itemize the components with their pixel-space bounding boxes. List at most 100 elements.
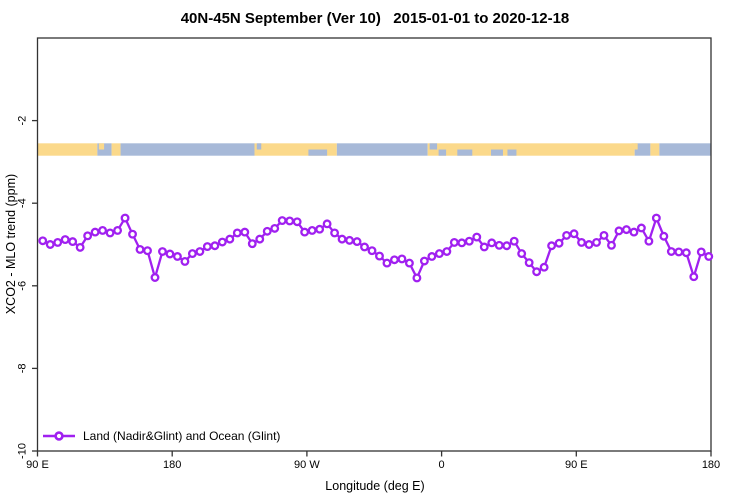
data-point-marker: [247, 239, 257, 249]
data-point-marker: [150, 273, 160, 282]
data-point-marker: [412, 273, 422, 283]
x-tick-label: 90 E: [565, 459, 588, 471]
x-axis-title: Longitude (deg E): [325, 479, 425, 493]
x-tick-label: 180: [163, 459, 181, 471]
data-point-marker: [614, 226, 624, 236]
data-point-marker: [113, 226, 123, 235]
data-point-marker: [128, 229, 137, 239]
data-point-marker: [292, 217, 302, 227]
map-band-segment-land: [650, 143, 660, 156]
data-point-marker: [217, 237, 227, 247]
y-tick-label: -2: [17, 116, 29, 126]
data-point-marker: [300, 227, 310, 237]
data-point-marker: [75, 242, 85, 252]
data-point-marker: [547, 241, 557, 251]
data-point-marker: [666, 247, 676, 256]
data-point-marker: [494, 240, 504, 250]
data-point-marker: [659, 231, 669, 241]
data-point-marker: [202, 242, 212, 252]
data-point-marker: [277, 216, 287, 225]
map-band-segment-ocean: [634, 143, 651, 156]
data-point-marker: [584, 240, 594, 249]
data-point-marker: [621, 225, 631, 235]
data-point-marker: [135, 245, 145, 254]
data-point-marker: [330, 228, 340, 238]
data-point-marker: [53, 237, 63, 247]
data-point-marker: [375, 251, 384, 261]
data-point-marker: [60, 235, 70, 244]
map-band-speck: [98, 143, 105, 150]
y-tick-label: -4: [17, 198, 29, 208]
data-point-marker: [38, 236, 48, 246]
data-point-marker: [569, 229, 579, 239]
data-point-marker: [636, 223, 646, 233]
x-tick-label: 90 W: [294, 459, 320, 471]
data-point-marker: [457, 238, 467, 248]
data-point-marker: [397, 254, 407, 264]
data-point-marker: [644, 236, 654, 246]
data-point-marker: [158, 247, 167, 256]
data-point-marker: [270, 223, 280, 233]
map-band-speck: [631, 143, 638, 150]
x-tick-label: 180: [702, 459, 720, 471]
data-point-marker: [472, 232, 482, 242]
map-band-segment-land: [37, 143, 98, 156]
data-point-marker: [629, 227, 639, 237]
data-point-marker: [360, 242, 369, 252]
x-tick-label: 90 E: [26, 459, 49, 471]
map-band-segment-ocean: [659, 143, 711, 156]
y-tick-label: -10: [17, 443, 29, 459]
data-point-marker: [509, 236, 519, 246]
data-point-marker: [83, 231, 93, 241]
data-point-marker: [689, 272, 699, 282]
data-point-marker: [517, 249, 527, 259]
data-point-marker: [285, 216, 295, 226]
data-point-marker: [98, 226, 108, 235]
data-point-marker: [307, 226, 317, 235]
data-point-marker: [143, 246, 152, 256]
data-point-marker: [502, 241, 512, 251]
legend: Land (Nadir&Glint) and Ocean (Glint): [42, 429, 280, 443]
plot-frame: [36, 37, 712, 452]
map-band-speck: [429, 143, 438, 150]
data-point-marker: [322, 219, 332, 229]
data-point-marker: [180, 256, 190, 266]
data-point-marker: [232, 228, 242, 238]
data-point-marker: [315, 224, 325, 234]
data-point-marker: [681, 248, 691, 258]
map-band-speck: [438, 149, 447, 156]
data-point-marker: [442, 247, 452, 256]
map-band-segment-ocean: [336, 143, 428, 156]
data-point-marker: [105, 228, 115, 238]
data-point-marker: [262, 226, 272, 236]
data-point-marker: [577, 237, 586, 247]
data-point-marker: [390, 255, 399, 265]
data-point-marker: [674, 247, 684, 257]
legend-circle: [54, 431, 64, 441]
data-point-marker: [651, 213, 661, 223]
data-point-marker: [240, 227, 250, 237]
data-point-marker: [592, 237, 601, 247]
data-point-marker: [195, 247, 205, 256]
data-point-marker: [45, 240, 55, 249]
y-axis-title: XCO2 - MLO trend (ppm): [4, 173, 18, 315]
map-band-speck: [507, 149, 517, 156]
data-point-marker: [532, 267, 542, 277]
map-band-segment-ocean: [120, 143, 255, 156]
data-point-marker: [599, 230, 609, 240]
map-band-speck: [490, 149, 503, 156]
data-point-marker: [90, 227, 100, 237]
data-point-marker: [210, 241, 220, 251]
legend-label: Land (Nadir&Glint) and Ocean (Glint): [83, 429, 281, 443]
x-tick-label: 0: [439, 459, 445, 471]
map-band-speck: [457, 149, 473, 156]
data-point-marker: [539, 262, 549, 272]
data-point-marker: [696, 247, 706, 257]
y-tick-label: -6: [17, 281, 29, 291]
data-point-marker: [487, 238, 497, 248]
data-point-marker: [554, 238, 564, 248]
data-point-marker: [704, 252, 714, 261]
data-point-marker: [464, 236, 474, 246]
data-point-marker: [367, 246, 377, 256]
